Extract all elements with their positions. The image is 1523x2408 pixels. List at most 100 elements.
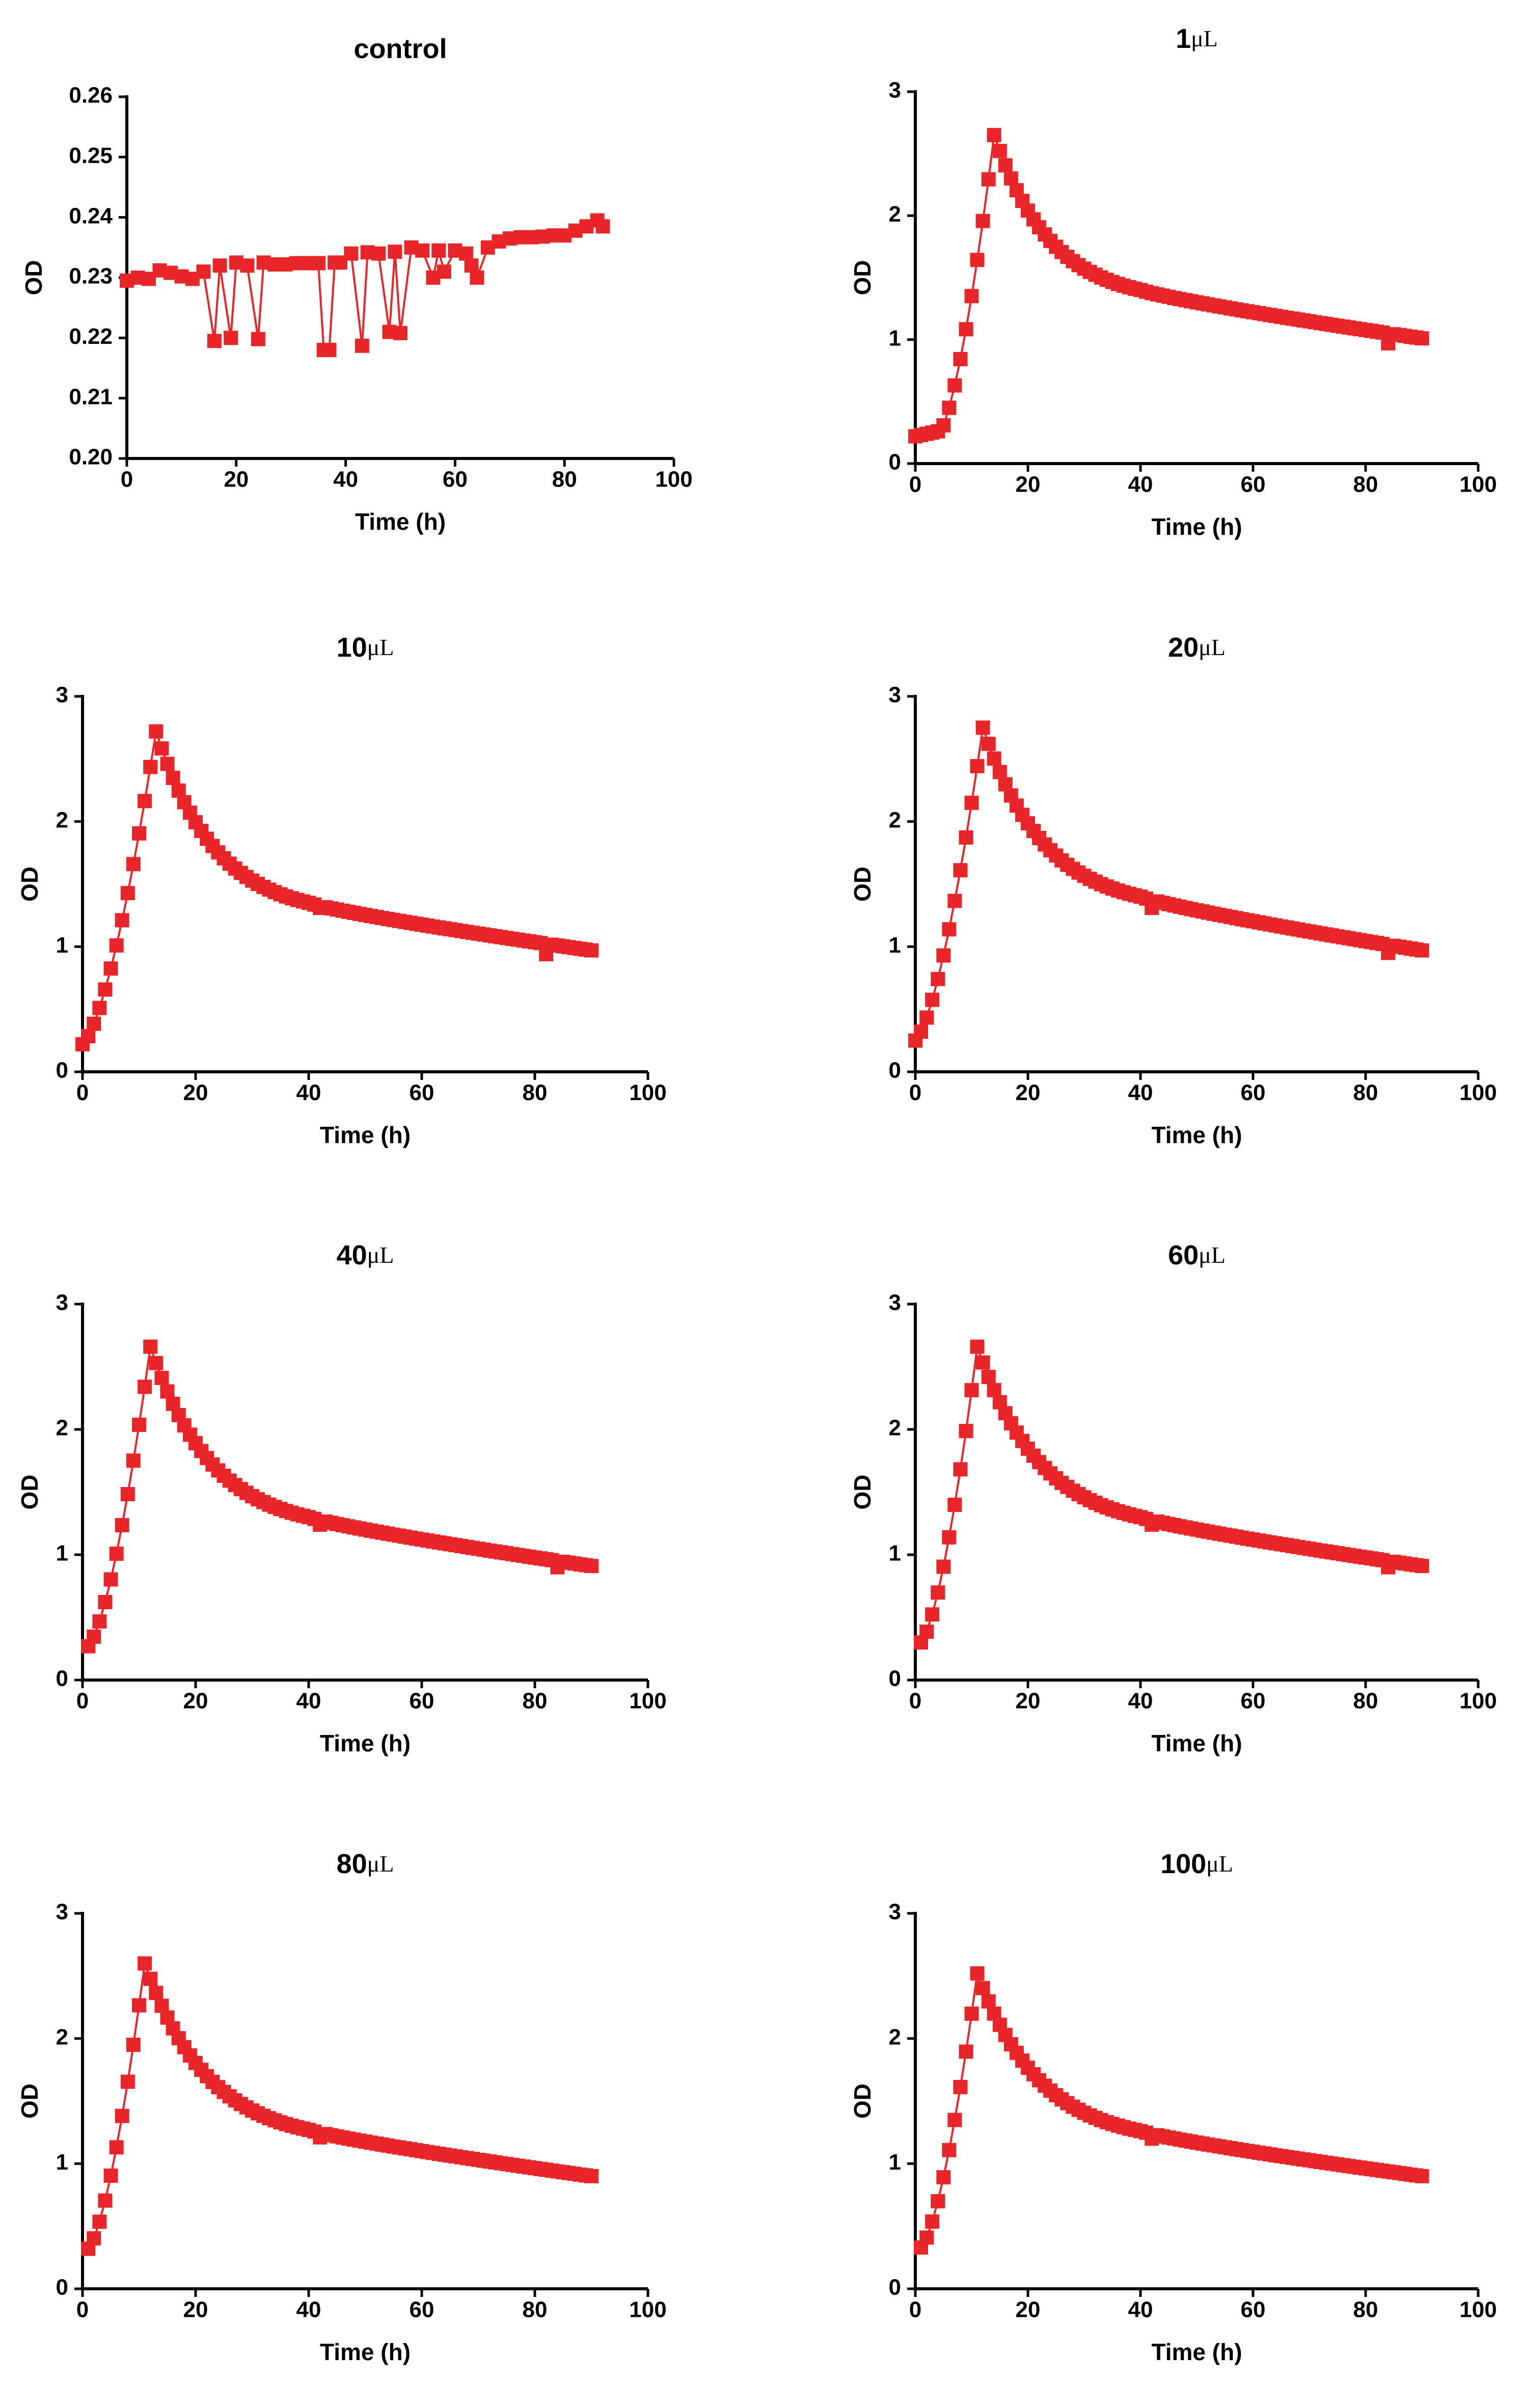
x-tick-label: 20 bbox=[224, 467, 249, 492]
data-point bbox=[160, 756, 175, 771]
y-tick-label: 1 bbox=[56, 2150, 68, 2175]
y-tick-label: 3 bbox=[889, 1900, 901, 1925]
data-point bbox=[947, 2113, 962, 2127]
x-tick-label: 40 bbox=[296, 1689, 321, 1714]
data-point bbox=[953, 863, 968, 878]
data-point bbox=[942, 922, 957, 937]
data-point bbox=[964, 289, 979, 304]
x-axis-label: Time (h) bbox=[1151, 2339, 1242, 2365]
y-tick-label: 3 bbox=[889, 1290, 901, 1315]
y-tick-label: 0 bbox=[889, 450, 901, 475]
x-tick-label: 20 bbox=[183, 2297, 208, 2322]
panel-title-value: 100 bbox=[1160, 1849, 1206, 1879]
panel-title-value: 40 bbox=[337, 1240, 367, 1270]
data-point bbox=[224, 331, 238, 345]
panel-title: 80μL bbox=[337, 1849, 394, 1879]
data-point bbox=[126, 2038, 141, 2052]
data-point bbox=[132, 1998, 146, 2013]
data-point bbox=[925, 2214, 940, 2229]
series-20μL bbox=[908, 720, 1429, 1048]
x-tick-label: 0 bbox=[76, 1080, 89, 1105]
x-tick-label: 100 bbox=[1459, 472, 1497, 497]
data-point bbox=[1415, 943, 1429, 958]
data-point bbox=[947, 378, 962, 393]
x-tick-label: 0 bbox=[909, 1689, 921, 1714]
panel-1: control 0 20 40 60 80 100 0.20 0.21 0.22 0.23 0.24 0… bbox=[20, 34, 693, 535]
data-point bbox=[415, 243, 429, 258]
series-control bbox=[120, 213, 610, 357]
data-point bbox=[947, 894, 962, 908]
data-point bbox=[931, 1585, 945, 1600]
data-point bbox=[464, 258, 479, 273]
data-point bbox=[975, 1355, 990, 1370]
data-point bbox=[120, 886, 135, 901]
panel-3: 10μL 0 20 40 60 80 100 0 1 2 3 Time (h) OD bbox=[16, 632, 667, 1148]
x-tick-label: 100 bbox=[629, 2297, 666, 2322]
data-point bbox=[149, 1986, 164, 2000]
data-point bbox=[953, 352, 968, 366]
data-point bbox=[92, 1000, 107, 1015]
data-point bbox=[987, 751, 1001, 766]
x-tick-label: 60 bbox=[443, 467, 468, 492]
x-tick-label: 60 bbox=[410, 1689, 434, 1714]
data-point bbox=[584, 943, 599, 958]
x-tick-label: 80 bbox=[1353, 2297, 1378, 2322]
data-point bbox=[959, 2044, 973, 2059]
data-point bbox=[470, 270, 484, 285]
data-point bbox=[109, 938, 124, 953]
y-tick-label: 0.26 bbox=[69, 83, 113, 108]
x-axis-label: Time (h) bbox=[1151, 1730, 1242, 1756]
y-tick-label: 3 bbox=[889, 78, 901, 103]
data-point bbox=[154, 741, 169, 756]
data-point bbox=[87, 2231, 101, 2245]
data-point bbox=[143, 1339, 158, 1354]
data-point bbox=[936, 948, 951, 963]
x-tick-label: 20 bbox=[183, 1689, 208, 1714]
y-axis-label: OD bbox=[849, 867, 876, 902]
panel-title-unit: μL bbox=[367, 1242, 394, 1268]
data-point bbox=[1415, 2169, 1429, 2183]
data-point bbox=[970, 1339, 985, 1354]
y-tick-label: 1 bbox=[889, 933, 901, 958]
x-tick-label: 80 bbox=[1353, 1689, 1378, 1714]
data-point bbox=[964, 795, 979, 810]
data-point bbox=[947, 1498, 962, 1512]
data-point bbox=[109, 1547, 124, 1561]
data-point bbox=[931, 971, 945, 986]
x-tick-label: 20 bbox=[1016, 472, 1041, 497]
y-tick-label: 0.22 bbox=[69, 324, 113, 349]
data-point bbox=[919, 2230, 934, 2245]
data-point bbox=[595, 219, 610, 234]
panel-title-unit: μL bbox=[367, 1851, 394, 1877]
data-point bbox=[120, 2074, 135, 2089]
data-point bbox=[166, 771, 180, 785]
panel-title-value: 20 bbox=[1168, 632, 1199, 663]
y-tick-label: 0 bbox=[56, 2275, 68, 2300]
series-40μL bbox=[81, 1339, 599, 1654]
y-tick-label: 3 bbox=[56, 1900, 68, 1925]
data-point bbox=[196, 264, 211, 279]
data-point bbox=[925, 992, 940, 1007]
y-tick-label: 2 bbox=[889, 807, 901, 832]
series-80μL bbox=[81, 1956, 599, 2256]
y-tick-label: 0 bbox=[56, 1666, 68, 1691]
panel-title-unit: μL bbox=[1199, 634, 1226, 660]
y-axis-label: OD bbox=[849, 1475, 876, 1510]
data-point bbox=[143, 760, 158, 774]
panel-title-value: 1 bbox=[1176, 23, 1191, 54]
data-point bbox=[87, 1016, 101, 1031]
data-point bbox=[154, 1370, 169, 1385]
data-point bbox=[149, 724, 164, 739]
panel-title-value: 60 bbox=[1168, 1240, 1199, 1270]
data-point bbox=[103, 1572, 118, 1587]
y-tick-label: 2 bbox=[889, 1416, 901, 1441]
data-point bbox=[251, 332, 265, 346]
data-point bbox=[458, 246, 473, 261]
y-tick-label: 2 bbox=[56, 1416, 68, 1441]
x-tick-label: 100 bbox=[1459, 2297, 1497, 2322]
y-tick-label: 3 bbox=[889, 683, 901, 708]
data-point bbox=[975, 720, 990, 735]
